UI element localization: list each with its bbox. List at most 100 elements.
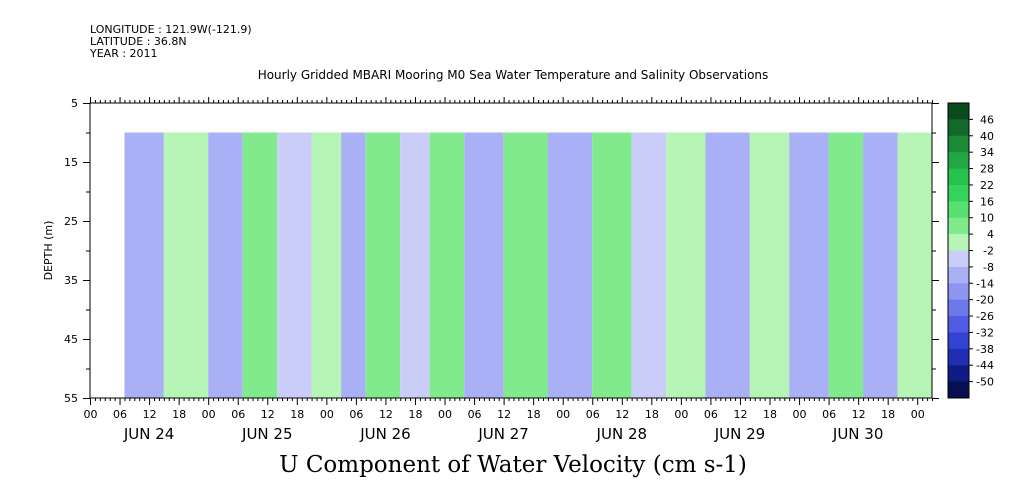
colorbar-label: -2 <box>983 245 994 258</box>
colorbar-label: -44 <box>976 359 994 372</box>
colorbar-label: 46 <box>980 113 994 126</box>
heatmap-column-2 <box>208 132 243 398</box>
heatmap-column-7 <box>365 132 401 398</box>
colorbar-label: 16 <box>980 195 994 208</box>
colorbar-label: 40 <box>980 130 994 143</box>
heatmap-column-20 <box>863 132 898 398</box>
x-hour-label: 18 <box>645 408 659 421</box>
colorbar-label: 28 <box>980 163 994 176</box>
x-hour-label: 06 <box>349 408 363 421</box>
colorbar-swatch <box>948 381 969 399</box>
colorbar-swatch <box>948 332 969 350</box>
x-day-label: JUN 24 <box>123 425 174 443</box>
heatmap-cells <box>124 132 932 398</box>
colorbar-swatch <box>948 217 969 235</box>
colorbar-label: 4 <box>987 228 994 241</box>
x-hour-label: 12 <box>261 408 275 421</box>
colorbar-label: 22 <box>980 179 994 192</box>
heatmap-column-21 <box>897 132 932 398</box>
colorbar-swatch <box>948 103 969 120</box>
y-axis: 5 15 25 35 45 55 DEPTH (m) <box>42 97 939 405</box>
x-hour-label: 18 <box>763 408 777 421</box>
colorbar-swatch <box>948 234 969 251</box>
x-hour-label: 00 <box>674 408 688 421</box>
x-hour-label: 12 <box>615 408 629 421</box>
heatmap-column-17 <box>749 132 790 398</box>
x-hour-label: 00 <box>202 408 216 421</box>
colorbar-swatch <box>948 316 969 333</box>
colorbar-label: -26 <box>976 310 994 323</box>
x-hour-label: 06 <box>468 408 482 421</box>
heatmap-column-13 <box>592 132 632 398</box>
x-hour-label: 12 <box>852 408 866 421</box>
y-axis-title: DEPTH (m) <box>42 221 55 281</box>
colorbar-swatch <box>948 348 969 366</box>
heatmap-column-3 <box>242 132 278 398</box>
heatmap-column-12 <box>547 132 593 398</box>
colorbar-swatch <box>948 266 969 284</box>
heatmap-column-16 <box>705 132 750 398</box>
heatmap-column-10 <box>464 132 504 398</box>
station-info: LONGITUDE : 121.9W(-121.9) LATITUDE : 36… <box>90 24 252 60</box>
x-hour-label: 18 <box>290 408 304 421</box>
x-hour-label: 00 <box>793 408 807 421</box>
colorbar-swatch <box>948 184 969 202</box>
heatmap-column-8 <box>400 132 430 398</box>
y-tick-label: 5 <box>71 97 78 110</box>
heatmap-column-18 <box>789 132 829 398</box>
colorbar-label: -8 <box>983 261 994 274</box>
x-hour-label: 06 <box>586 408 600 421</box>
x-hour-label: 00 <box>556 408 570 421</box>
x-day-label: JUN 27 <box>477 425 528 443</box>
heatmap-column-4 <box>277 132 312 398</box>
x-hour-label: 00 <box>320 408 334 421</box>
year-label: YEAR : 2011 <box>90 47 158 60</box>
chart-title: Hourly Gridded MBARI Mooring M0 Sea Wate… <box>257 68 769 82</box>
x-hour-label: 00 <box>438 408 452 421</box>
x-hour-label: 06 <box>231 408 245 421</box>
heatmap-column-9 <box>429 132 465 398</box>
colorbar-swatch <box>948 283 969 301</box>
colorbar-swatch <box>948 168 969 186</box>
x-hour-label: 00 <box>84 408 98 421</box>
x-day-label: JUN 28 <box>596 425 647 443</box>
x-hour-label: 18 <box>172 408 186 421</box>
x-day-label: JUN 26 <box>359 425 410 443</box>
colorbar-label: 34 <box>980 146 994 159</box>
y-tick-label: 35 <box>64 274 78 287</box>
x-hour-label: 18 <box>881 408 895 421</box>
heatmap-column-5 <box>311 132 342 398</box>
colorbar-label: -32 <box>976 326 994 339</box>
y-tick-label: 45 <box>64 333 78 346</box>
x-hour-label: 12 <box>143 408 157 421</box>
x-hour-label: 00 <box>911 408 925 421</box>
y-tick-label: 25 <box>64 215 78 228</box>
colorbar-swatch <box>948 365 969 383</box>
heatmap-column-1 <box>163 132 209 398</box>
longitude-label: LONGITUDE : 121.9W(-121.9) <box>90 23 252 36</box>
x-hour-label: 12 <box>497 408 511 421</box>
colorbar-swatch <box>948 119 969 137</box>
heatmap-column-15 <box>666 132 706 398</box>
x-hour-label: 12 <box>379 408 393 421</box>
heatmap-column-14 <box>631 132 667 398</box>
x-hour-label: 12 <box>733 408 747 421</box>
x-hour-label: 06 <box>822 408 836 421</box>
x-day-label: JUN 29 <box>714 425 765 443</box>
colorbar-swatch <box>948 299 969 317</box>
y-tick-label: 55 <box>64 392 78 405</box>
colorbar: 46 40 34 28 22 16 10 4 -2 -8 -14 -20 -26 -32 -38 -44 -50 <box>947 102 994 399</box>
colorbar-swatch <box>948 135 969 153</box>
x-day-label: JUN 25 <box>241 425 292 443</box>
colorbar-label: -38 <box>976 343 994 356</box>
latitude-label: LATITUDE : 36.8N <box>90 35 187 48</box>
colorbar-label: 10 <box>980 212 994 225</box>
colorbar-swatch <box>948 201 969 219</box>
colorbar-label: -14 <box>976 277 994 290</box>
x-axis-title: U Component of Water Velocity (cm s-1) <box>279 452 747 478</box>
x-hour-label: 06 <box>704 408 718 421</box>
x-day-label: JUN 30 <box>832 425 883 443</box>
heatmap-column-0 <box>124 132 164 398</box>
colorbar-label: -20 <box>976 294 994 307</box>
